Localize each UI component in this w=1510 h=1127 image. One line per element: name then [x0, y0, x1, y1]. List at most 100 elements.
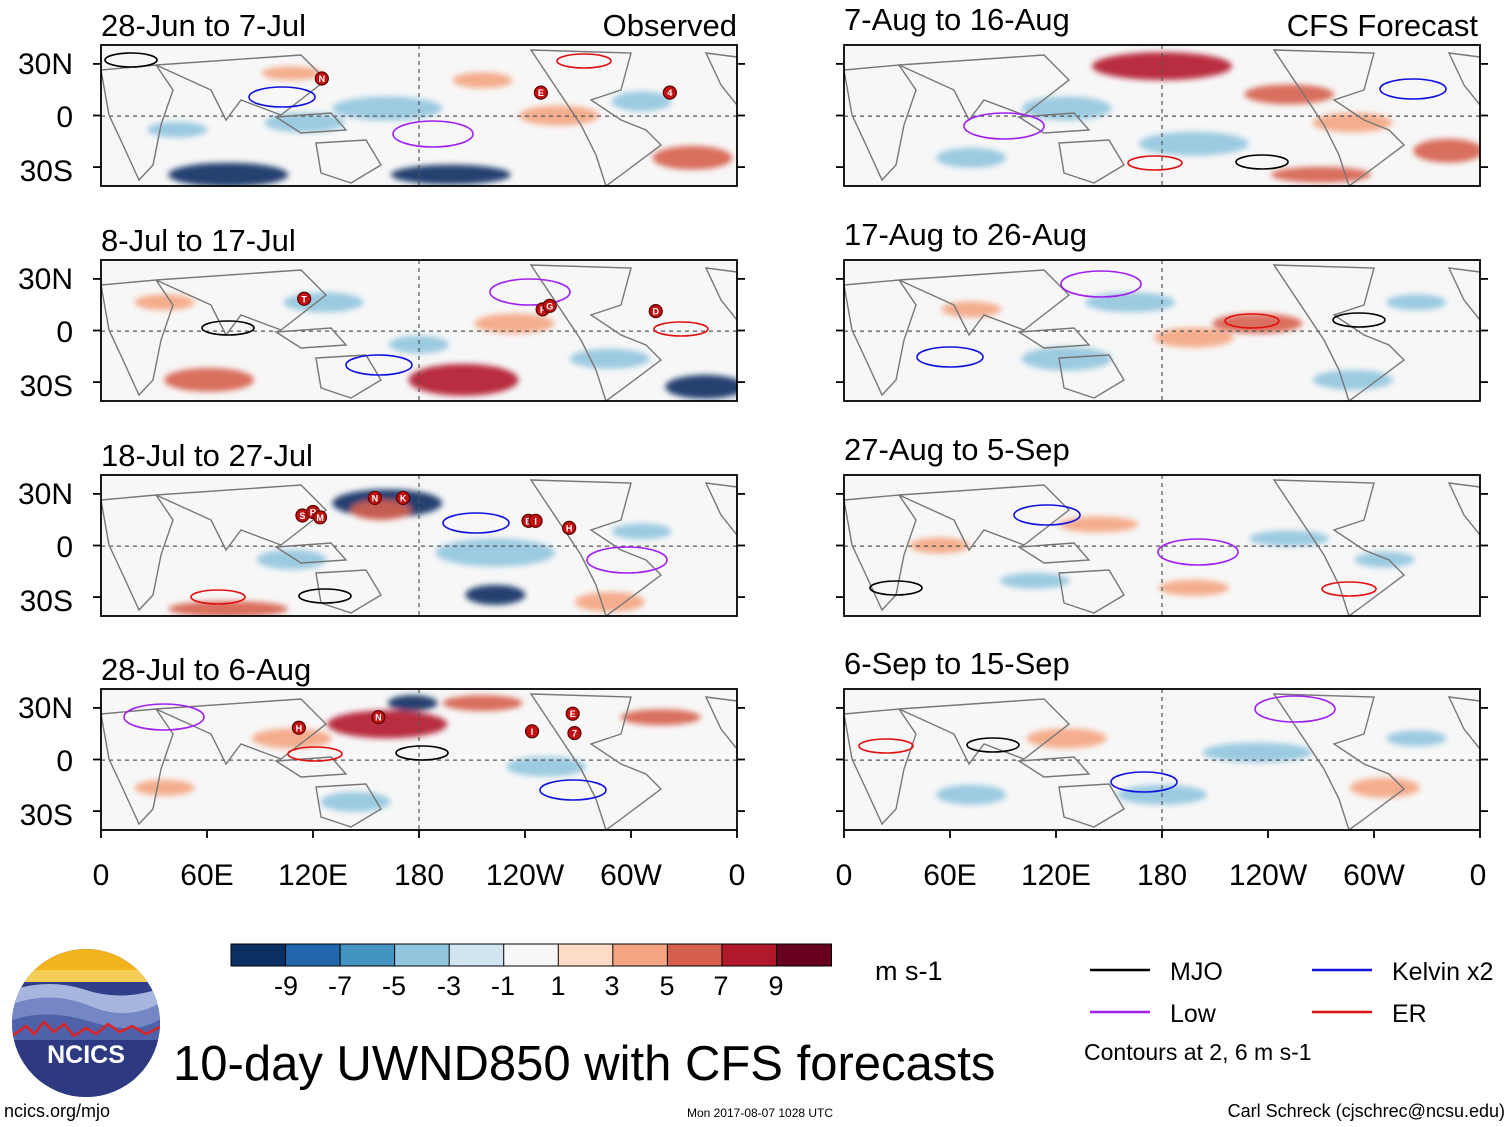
wind-anomaly-field	[844, 260, 1480, 401]
coastline	[273, 542, 348, 564]
anomaly-blob	[147, 121, 208, 138]
anomaly-blob	[332, 96, 443, 121]
colorbar-labels: -9 -7 -5 -3 -1 1 3 5 7 9	[274, 971, 784, 1001]
storm-symbol	[565, 706, 580, 721]
storm-marker: N	[367, 490, 382, 506]
anomaly-blobs	[134, 292, 737, 399]
contour	[442, 512, 510, 534]
footer-left: ncics.org/mjo	[4, 1101, 110, 1121]
storm-letter: H	[296, 723, 303, 733]
coastline	[704, 267, 737, 322]
colorbar-swatch	[394, 943, 451, 967]
y-tick-label: 30N	[18, 48, 73, 81]
contour	[248, 86, 316, 108]
anomaly-blob	[1092, 52, 1232, 81]
coastline	[704, 52, 737, 107]
coastline	[1272, 479, 1406, 616]
anomaly-blob	[256, 549, 327, 570]
panel-border	[93, 474, 745, 617]
coastline	[1016, 756, 1091, 778]
contour	[104, 52, 158, 68]
coastline	[704, 696, 737, 751]
anomaly-blob	[1349, 777, 1420, 798]
anomaly-blob	[936, 784, 1007, 805]
coastline	[1058, 139, 1125, 184]
storm-symbol	[567, 725, 582, 741]
panel-fcst-3: 27-Aug to 5-Sep	[844, 432, 1480, 616]
storm-letter: 7	[572, 729, 577, 739]
coastline	[529, 49, 663, 186]
storm-letter: H	[566, 523, 573, 533]
x-tick-label: 0	[1470, 859, 1487, 892]
storm-markers: NE4TFGDSRMNKBIHHNEI7	[291, 71, 677, 741]
anomaly-blob	[465, 584, 526, 605]
coastline	[273, 112, 348, 134]
legend-label: Low	[1170, 1000, 1217, 1028]
storm-symbol	[662, 85, 677, 100]
storm-marker: 4	[662, 85, 677, 100]
storm-symbol	[297, 291, 312, 306]
contour	[489, 278, 571, 306]
coastline	[1016, 112, 1091, 134]
anomaly-blob	[1058, 516, 1139, 533]
contour	[1254, 695, 1336, 723]
wind-anomaly-field	[844, 45, 1480, 186]
contour	[201, 320, 255, 336]
contour	[1379, 78, 1447, 100]
anomaly-blob	[941, 301, 1002, 318]
coastline	[844, 64, 917, 182]
storm-symbol	[533, 85, 549, 100]
y-tick-label: 0	[56, 745, 73, 778]
x-tick-label: 0	[729, 859, 746, 892]
colorbar-swatch	[448, 943, 505, 967]
x-tick-label: 60E	[180, 859, 233, 892]
contour	[298, 588, 352, 604]
coastlines	[844, 49, 1480, 186]
storm-symbol	[312, 510, 328, 525]
storm-symbol	[367, 490, 382, 506]
coastline	[529, 479, 663, 616]
anomaly-blob	[134, 779, 195, 796]
map-frame	[844, 689, 1480, 830]
colorbar-swatch	[230, 943, 287, 967]
y-tick-label: 0	[56, 101, 73, 134]
coastlines	[101, 49, 737, 186]
contour	[1127, 155, 1183, 171]
colorbar-label: 9	[768, 971, 783, 1001]
coastline	[1447, 696, 1480, 751]
panel-border	[93, 259, 745, 402]
coastlines	[101, 479, 737, 616]
wave-contours	[190, 512, 668, 605]
coastline	[155, 54, 328, 122]
storm-symbol	[562, 520, 577, 535]
coastline	[529, 264, 663, 401]
colorbar-label: -1	[491, 971, 515, 1001]
contour	[190, 589, 246, 605]
wave-contours	[104, 52, 612, 148]
storm-marker: E	[533, 85, 549, 100]
coastline	[1058, 783, 1125, 828]
coastline	[1447, 267, 1480, 322]
panel-title: 28-Jun to 7-Jul	[101, 8, 306, 43]
anomaly-blob	[261, 66, 322, 81]
y-tick-label: 0	[56, 531, 73, 564]
x-tick-label: 60E	[923, 859, 976, 892]
colorbar-swatch	[557, 943, 614, 967]
wave-contours	[916, 270, 1386, 368]
panel-obs-3: 18-Jul to 27-Jul	[101, 438, 737, 616]
colorbar-label: -9	[274, 971, 298, 1001]
colorbar-swatch	[503, 943, 560, 967]
coastline	[101, 708, 174, 826]
anomaly-blob	[168, 162, 289, 186]
legend: MJO Kelvin x2 Low ER Contours at 2, 6 m …	[1084, 958, 1493, 1065]
x-axis-labels-right: 0 60E 120E 180 120W 60W 0	[836, 859, 1487, 892]
coastline	[273, 756, 348, 778]
wave-contours	[201, 278, 709, 376]
anomaly-blob	[350, 500, 411, 521]
storm-marker: G	[542, 298, 557, 313]
storm-marker: 7	[567, 725, 582, 741]
panel-fcst-1: 7-Aug to 16-Aug CFS Forecast	[844, 2, 1480, 186]
observed-header: Observed	[603, 8, 737, 43]
x-tick-label: 120W	[1229, 859, 1308, 892]
